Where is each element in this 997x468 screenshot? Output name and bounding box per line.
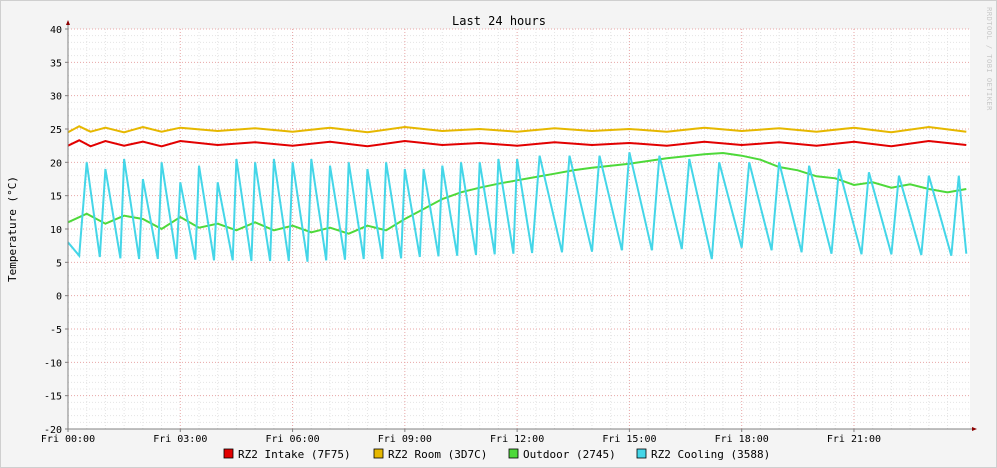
legend-swatch: [223, 448, 234, 459]
y-tick-label: 15: [50, 192, 62, 203]
y-tick-label: 0: [56, 292, 62, 303]
x-tick-label: Fri 18:00: [715, 434, 769, 445]
grid: [67, 28, 970, 430]
y-tick-label: -15: [44, 392, 62, 403]
x-tick-label: Fri 15:00: [602, 434, 656, 445]
x-tick-label: Fri 00:00: [41, 434, 95, 445]
legend-label: RZ2 Cooling (3588): [651, 448, 770, 461]
x-tick-label: Fri 12:00: [490, 434, 544, 445]
y-tick-label: -5: [50, 325, 62, 336]
x-tick-label: Fri 21:00: [827, 434, 881, 445]
y-tick-label: -20: [44, 425, 62, 436]
legend-label: RZ2 Room (3D7C): [388, 448, 487, 461]
series-lines: [67, 125, 968, 262]
legend-swatch: [636, 448, 647, 459]
x-tick-label: Fri 09:00: [378, 434, 432, 445]
series-line-4: [67, 152, 968, 262]
y-axis-arrow: [66, 20, 70, 25]
rrdtool-watermark: RRDTOOL / TOBI OETIKER: [985, 7, 993, 111]
x-tick-label: Fri 06:00: [265, 434, 319, 445]
y-tick-label: 20: [50, 158, 62, 169]
legend-swatch: [373, 448, 384, 459]
y-tick-label: 40: [50, 25, 62, 36]
chart-title: Last 24 hours: [452, 14, 546, 28]
legend-label: RZ2 Intake (7F75): [238, 448, 351, 461]
y-tick-label: -10: [44, 358, 62, 369]
y-tick-label: 25: [50, 125, 62, 136]
y-tick-label: 30: [50, 92, 62, 103]
axes: [65, 20, 977, 432]
series-line-1: [67, 139, 967, 148]
y-tick-label: 5: [56, 258, 62, 269]
y-tick-label: 10: [50, 225, 62, 236]
y-tick-label: 35: [50, 58, 62, 69]
x-axis-arrow: [972, 427, 977, 431]
y-axis-label: Temperature (°C): [6, 176, 19, 282]
series-line-2: [67, 125, 967, 134]
legend-label: Outdoor (2745): [523, 448, 616, 461]
legend: RZ2 Intake (7F75) RZ2 Room (3D7C) Outdoor …: [223, 448, 770, 461]
x-tick-label: Fri 03:00: [153, 434, 207, 445]
legend-swatch: [508, 448, 519, 459]
